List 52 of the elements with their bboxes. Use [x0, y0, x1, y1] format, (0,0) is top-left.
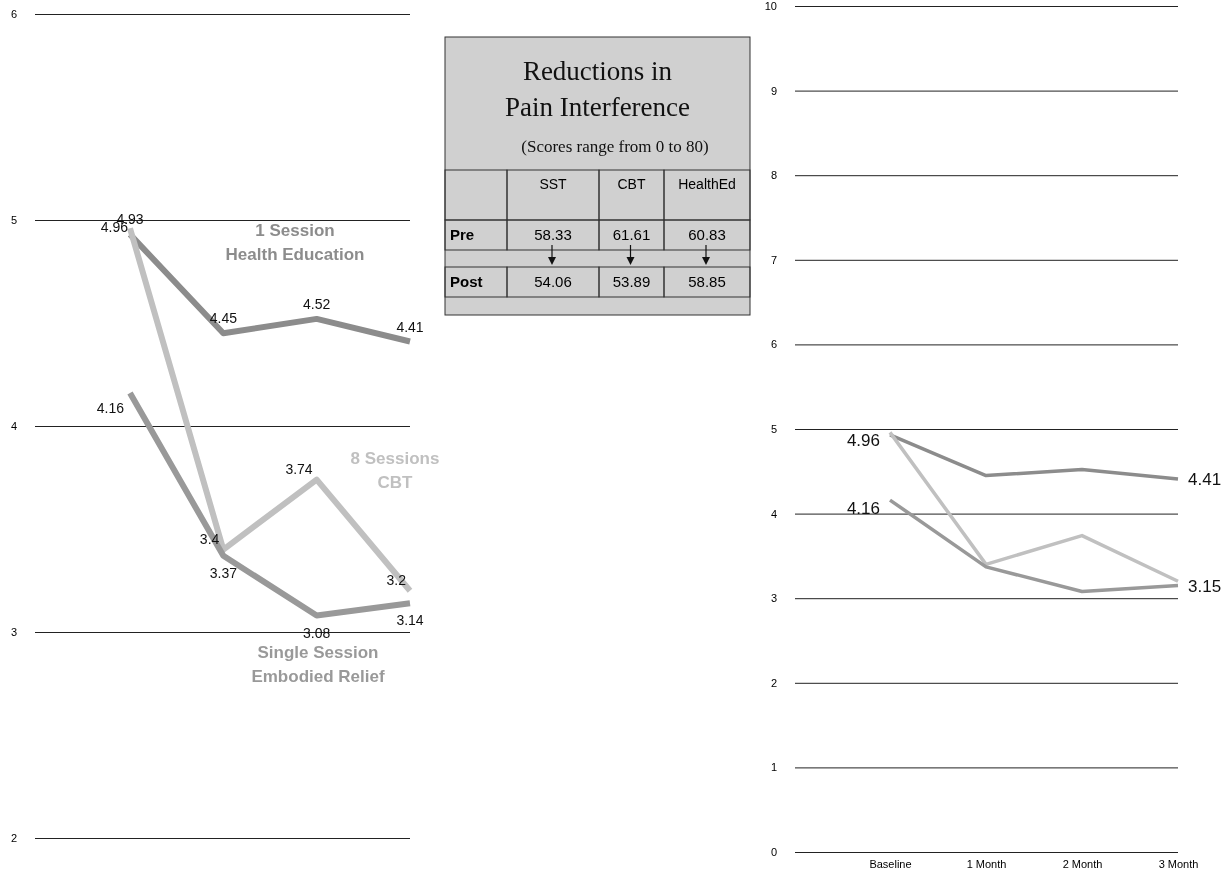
- y-tick-label: 6: [10, 8, 17, 21]
- data-label: 58.85: [688, 273, 726, 290]
- x-tick-label: Baseline: [869, 857, 912, 870]
- y-tick-label: 4: [770, 507, 777, 520]
- y-tick-label: 5: [770, 423, 777, 436]
- line-series: [888, 433, 1180, 481]
- data-label: 4.41: [1188, 469, 1222, 489]
- data-label: 54.06: [534, 273, 572, 290]
- y-tick-label: 4: [10, 420, 17, 433]
- category-label: HealthEd: [678, 176, 736, 192]
- line-series: [888, 498, 1180, 594]
- series-label: 8 Sessions CBT: [350, 449, 440, 492]
- data-label: 4.52: [303, 295, 331, 312]
- data-label: 3.74: [285, 460, 313, 477]
- data-label: 53.89: [612, 273, 651, 290]
- line-series: [888, 430, 1180, 584]
- y-tick-label: 7: [770, 253, 777, 266]
- y-tick-label: 6: [770, 338, 777, 351]
- text: Single Session Embodied Relief: [251, 643, 385, 686]
- text: Reductions in Pain Interference: [504, 56, 691, 122]
- data-label: 4.96: [846, 431, 880, 451]
- category-label: CBT: [617, 176, 646, 192]
- x-tick-label: 2 Month: [1062, 857, 1103, 870]
- data-label: 3.14: [396, 612, 424, 629]
- y-tick-label: 5: [10, 214, 17, 227]
- text: (Scores range from 0 to 80): [521, 137, 709, 156]
- x-tick-label: 3 Month: [1158, 857, 1199, 870]
- series-label: Pre: [450, 226, 475, 243]
- category-label: SST: [539, 176, 568, 192]
- data-label: 3.2: [386, 571, 407, 588]
- data-label: 4.45: [209, 310, 238, 327]
- y-tick-label: 8: [770, 169, 777, 182]
- data-label: 4.16: [96, 400, 125, 417]
- text: Post: [450, 273, 483, 290]
- data-label: 61.61: [612, 226, 651, 243]
- y-tick-label: 3: [10, 626, 17, 639]
- y-tick-label: 3: [770, 592, 777, 605]
- data-label: 58.33: [534, 226, 572, 243]
- data-label: 3.4: [199, 530, 220, 547]
- text: 1 Session Health Education: [225, 221, 365, 264]
- y-tick-label: 9: [770, 84, 777, 97]
- y-tick-label: 2: [770, 676, 777, 689]
- y-tick-label: 0: [770, 846, 777, 859]
- y-tick-label: 2: [10, 832, 17, 845]
- y-tick-label: 10: [764, 0, 777, 13]
- data-label: 3.37: [209, 564, 238, 581]
- data-label: 3.15: [1188, 576, 1222, 596]
- y-tick-label: 1: [770, 761, 777, 774]
- x-tick-label: 1 Month: [966, 857, 1007, 870]
- data-label: 4.41: [396, 318, 424, 335]
- data-label: 4.16: [846, 499, 880, 519]
- data-label: 60.83: [688, 226, 726, 243]
